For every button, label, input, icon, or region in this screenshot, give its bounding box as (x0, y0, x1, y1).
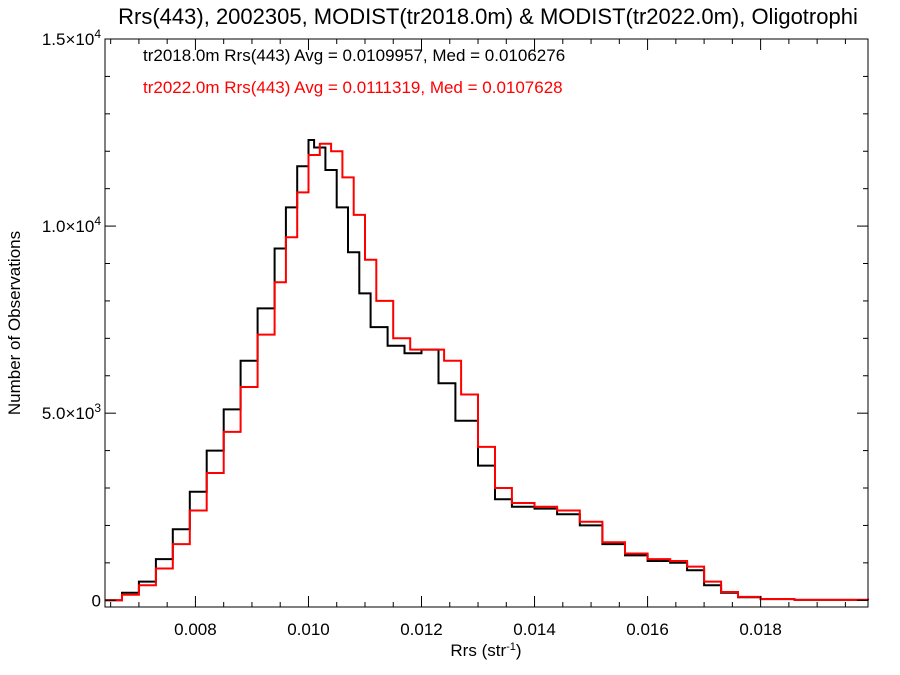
plot-frame (104, 38, 869, 608)
histogram-series-1 (105, 142, 869, 602)
x-tick-label: 0.008 (174, 620, 217, 639)
x-tick-label: 0.010 (287, 620, 330, 639)
x-tick-label: 0.014 (513, 620, 556, 639)
y-tick-label: 1.0×104 (42, 214, 101, 236)
histogram-series-0 (105, 139, 869, 602)
x-axis-label: Rrs (str-1) (450, 641, 521, 660)
annotation-red: tr2022.0m Rrs(443) Avg = 0.0111319, Med … (143, 78, 563, 97)
y-axis-label: Number of Observations (5, 231, 24, 415)
x-tick-label: 0.018 (739, 620, 782, 639)
x-tick-label: 0.012 (400, 620, 443, 639)
x-tick-label: 0.016 (626, 620, 669, 639)
series-group (105, 139, 869, 602)
y-tick-label: 0 (92, 591, 101, 610)
chart-title: Rrs(443), 2002305, MODIST(tr2018.0m) & M… (118, 4, 858, 29)
axis-ticks: 0.008 0.010 0.012 0.014 0.016 0.018 0 5.0×103 1.… (42, 27, 868, 639)
annotation-black: tr2018.0m Rrs(443) Avg = 0.0109957, Med … (143, 46, 565, 65)
y-tick-label: 1.5×104 (42, 27, 101, 49)
y-tick-label: 5.0×103 (42, 401, 101, 423)
